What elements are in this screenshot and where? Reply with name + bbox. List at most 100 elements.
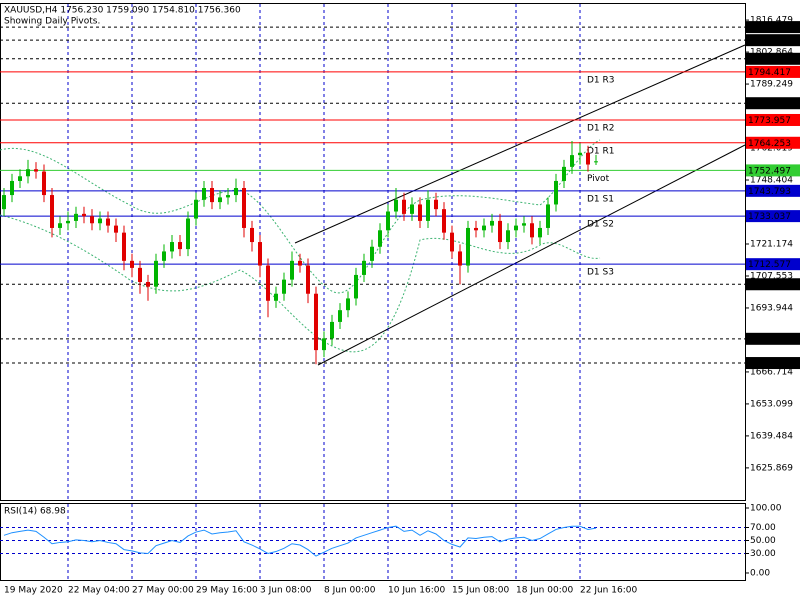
candle-body [138, 267, 142, 282]
level-name: D1 R3 [587, 75, 615, 85]
candle-body [370, 246, 374, 261]
candle-body [386, 211, 390, 231]
candle-body [98, 218, 102, 224]
level-box [746, 357, 800, 370]
level-label: 1680.810 [748, 335, 791, 345]
rsi-tick-label: 0.00 [750, 568, 770, 578]
candle-body [170, 242, 174, 252]
candle-body [482, 225, 486, 231]
x-tick-label: 19 May 2020 [4, 586, 63, 596]
y-tick-label: 1802.864 [750, 48, 793, 58]
candle-body [378, 230, 382, 247]
level-box [746, 258, 800, 271]
candle-body [258, 242, 262, 266]
level-name: D1 S1 [587, 194, 614, 204]
level-box [746, 184, 800, 197]
candle-body [266, 265, 270, 301]
candle-body [314, 293, 318, 351]
channel-lower [317, 144, 746, 366]
candle-body [122, 232, 126, 261]
candle-body [242, 188, 246, 228]
level-name: D1 S2 [587, 220, 614, 230]
candle-body [410, 204, 414, 214]
candle-body [114, 225, 118, 233]
candle-body [554, 180, 558, 205]
level-box [746, 136, 800, 149]
upper-band [0, 139, 601, 294]
candle-body [330, 321, 334, 339]
rsi-frame [0, 503, 746, 581]
candle-body [2, 195, 6, 210]
chart-title: XAUUSD,H4 1756.230 1759.090 1754.810 175… [4, 6, 241, 16]
rsi-tick-label: 50.00 [750, 536, 776, 546]
candle-body [282, 279, 286, 294]
candle-body [178, 242, 182, 250]
candle-body [466, 227, 470, 266]
y-tick-label: 1789.249 [750, 80, 793, 90]
candle-body [530, 223, 534, 238]
candle-body [442, 209, 446, 233]
level-name: D1 R2 [587, 123, 615, 133]
candle-body [26, 169, 30, 177]
level-box [746, 113, 800, 126]
y-tick-label: 1625.869 [750, 463, 793, 473]
y-tick-label: 1653.099 [750, 399, 793, 409]
candle-body [578, 152, 582, 156]
candle-body [298, 260, 302, 266]
candle-body [346, 298, 350, 311]
candle-body [234, 188, 238, 196]
candle-body [570, 155, 574, 167]
level-box [746, 21, 800, 34]
candle-body [42, 171, 46, 196]
candle-body [290, 260, 294, 280]
level-box [746, 97, 800, 110]
rsi-line [3, 525, 597, 557]
x-tick-label: 3 Jun 08:00 [260, 586, 312, 596]
candle-body [66, 220, 70, 224]
candle-body [498, 220, 502, 243]
candle-body [162, 251, 166, 261]
rsi-tick-label: 100.00 [750, 504, 782, 514]
candle-body [18, 176, 22, 181]
rsi-tick-label: 70.00 [750, 523, 776, 533]
chart-subtitle: Showing Daily Pivots. [4, 17, 100, 27]
y-tick-label: 1707.553 [750, 271, 793, 281]
level-label: 1781.095 [748, 99, 791, 109]
main-frame [0, 3, 746, 501]
candle-body [514, 225, 518, 231]
candle-body [506, 230, 510, 243]
candle-body [538, 227, 542, 238]
level-box [746, 34, 800, 47]
level-label: 1733.037 [748, 212, 791, 222]
candle-body [202, 188, 206, 200]
candle-body [218, 197, 222, 203]
candle-body [74, 213, 78, 221]
candle-body [106, 218, 110, 226]
y-tick-label: 1721.174 [750, 239, 793, 249]
candle-body [418, 204, 422, 221]
level-label: 1670.494 [748, 359, 791, 369]
candle-body [90, 216, 94, 224]
level-label: 1704.034 [748, 280, 791, 290]
rsi-title: RSI(14) 68.98 [4, 507, 66, 517]
candle-body [338, 310, 342, 322]
candle-body [474, 227, 478, 231]
candle-body [306, 265, 310, 294]
level-box [746, 210, 800, 223]
candle-body [562, 166, 566, 181]
level-label: 1764.253 [748, 139, 791, 149]
level-label: 1813.492 [748, 23, 791, 33]
x-tick-label: 8 Jun 00:00 [324, 586, 376, 596]
candle-body [146, 281, 150, 287]
candle-body [194, 199, 198, 219]
candle-body [226, 195, 230, 198]
level-box [746, 65, 800, 78]
level-box [746, 332, 800, 345]
candle-body [490, 220, 494, 226]
candle-body [362, 260, 366, 275]
candle-body [58, 223, 62, 228]
level-label: 1752.497 [748, 166, 791, 176]
candle-body [402, 199, 406, 214]
y-tick-label: 1639.484 [750, 431, 793, 441]
